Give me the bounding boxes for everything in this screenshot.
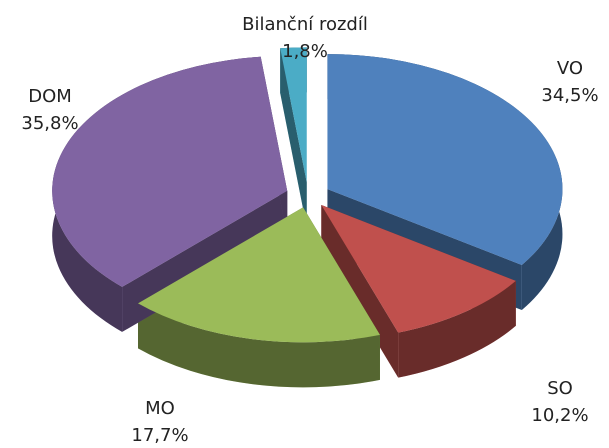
- slice-side: [280, 48, 307, 228]
- slice-name: VO: [557, 58, 583, 79]
- slice: [327, 54, 563, 265]
- slice-name: SO: [547, 378, 573, 399]
- slice-side: [398, 280, 516, 378]
- tops: [52, 47, 563, 343]
- slice-value-label: 10,2%: [531, 405, 588, 426]
- slice-value-label: 35,8%: [21, 113, 78, 134]
- slice-value-label: 34,5%: [541, 85, 598, 106]
- slice-shade: [138, 303, 380, 388]
- slice-shade: [280, 48, 307, 228]
- slice: [321, 205, 516, 333]
- slice-side: [138, 303, 380, 388]
- slice-shade: [398, 280, 516, 378]
- slice-value-label: 1,8%: [282, 41, 328, 62]
- slice-name: MO: [145, 398, 175, 419]
- slice: [280, 47, 307, 183]
- slice-name: Bilanční rozdíl: [242, 14, 368, 35]
- slice: [52, 56, 288, 287]
- slice-name: DOM: [28, 86, 72, 107]
- slice-value-label: 17,7%: [131, 425, 188, 446]
- slice: [138, 207, 380, 343]
